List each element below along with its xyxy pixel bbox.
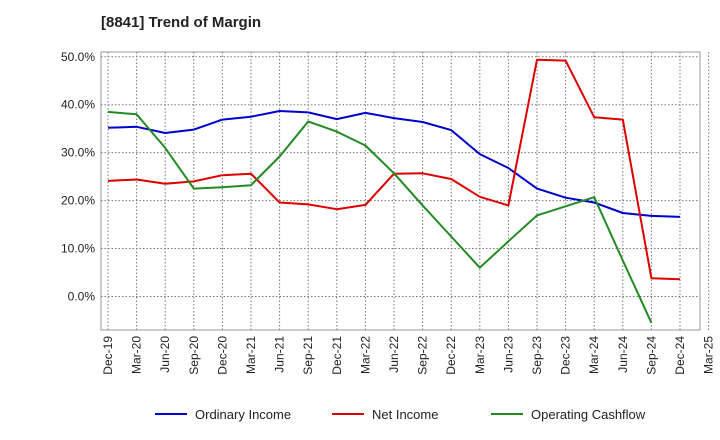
plot-area — [100, 51, 701, 331]
grid-lines — [101, 52, 710, 330]
legend-label-ordinary-income: Ordinary Income — [195, 407, 291, 422]
chart-title: [8841] Trend of Margin — [101, 14, 262, 31]
x-tick-label: Sep-23 — [530, 336, 544, 375]
y-axis-ticks: 0.0% 10.0% 20.0% 30.0% 40.0% 50.0% — [61, 50, 95, 304]
x-tick-label: Mar-25 — [702, 336, 716, 374]
x-tick-label: Mar-20 — [130, 336, 144, 374]
x-tick-label: Jun-21 — [273, 336, 287, 373]
x-tick-label: Dec-21 — [330, 336, 344, 375]
x-axis-ticks: Dec-19 Mar-20 Jun-20 Sep-20 Dec-20 Mar-21 Jun-… — [101, 336, 716, 375]
series-lines — [107, 58, 681, 324]
x-tick-label: Sep-20 — [187, 336, 201, 375]
x-tick-label: Dec-22 — [444, 336, 458, 375]
x-tick-label: Jun-24 — [616, 336, 630, 373]
y-tick-label: 0.0% — [68, 289, 96, 303]
x-tick-label: Jun-23 — [501, 336, 515, 373]
legend-label-operating-cashflow: Operating Cashflow — [531, 407, 646, 422]
x-tick-label: Mar-24 — [587, 336, 601, 374]
x-tick-label: Mar-23 — [473, 336, 487, 374]
y-tick-label: 50.0% — [61, 50, 95, 64]
x-tick-label: Sep-24 — [644, 336, 658, 375]
y-tick-label: 20.0% — [61, 194, 95, 208]
x-tick-label: Sep-21 — [301, 336, 315, 375]
x-tick-label: Dec-24 — [673, 336, 687, 375]
x-tick-label: Dec-20 — [215, 336, 229, 375]
y-tick-label: 10.0% — [61, 242, 95, 256]
x-tick-label: Dec-19 — [101, 336, 115, 375]
x-tick-label: Dec-23 — [559, 336, 573, 375]
legend: Ordinary Income Net Income Operating Cashf… — [155, 407, 646, 422]
x-tick-label: Jun-22 — [387, 336, 401, 373]
x-tick-label: Mar-21 — [244, 336, 258, 374]
x-tick-label: Jun-20 — [158, 336, 172, 373]
x-tick-label: Mar-22 — [358, 336, 372, 374]
x-tick-label: Sep-22 — [416, 336, 430, 375]
legend-label-net-income: Net Income — [372, 407, 438, 422]
y-tick-label: 30.0% — [61, 146, 95, 160]
series-line-operating-cashflow — [107, 110, 653, 324]
y-tick-label: 40.0% — [61, 98, 95, 112]
